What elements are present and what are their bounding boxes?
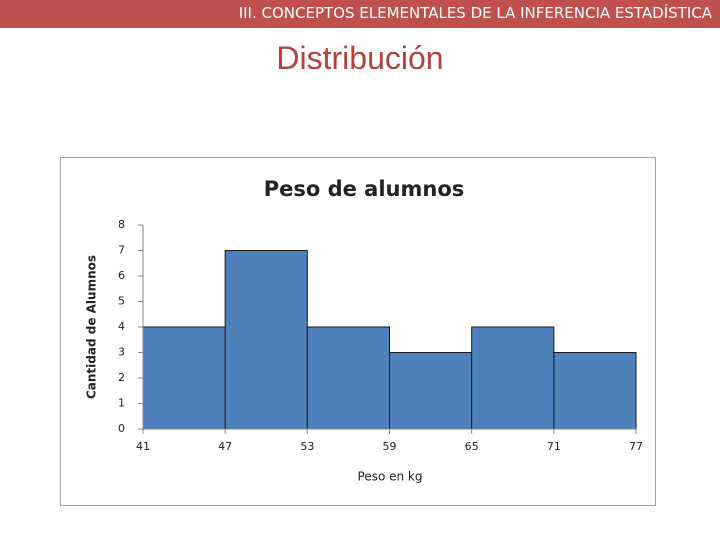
header-bar: III. CONCEPTOS ELEMENTALES DE LA INFEREN… xyxy=(0,0,720,28)
y-axis-label: Cantidad de Alumnos xyxy=(85,255,99,399)
header-title: III. CONCEPTOS ELEMENTALES DE LA INFEREN… xyxy=(238,4,712,22)
x-tick-label: 59 xyxy=(383,440,397,453)
bar xyxy=(306,326,391,430)
y-tick-label: 3 xyxy=(118,346,125,359)
y-tick-label: 7 xyxy=(118,244,125,257)
slide-title: Distribución xyxy=(276,40,444,76)
x-tick-label: 53 xyxy=(300,440,314,453)
bar xyxy=(389,352,473,430)
y-tick-label: 8 xyxy=(118,218,125,231)
chart-title: Peso de alumnos xyxy=(264,177,465,201)
y-tick-label: 4 xyxy=(118,320,125,333)
bar xyxy=(553,352,637,430)
y-tick-label: 2 xyxy=(118,371,125,384)
bar xyxy=(471,326,555,430)
x-axis-label: Peso en kg xyxy=(358,470,423,484)
x-tick-label: 47 xyxy=(218,440,232,453)
y-tick-label: 1 xyxy=(118,397,125,410)
bar xyxy=(224,250,308,430)
y-tick-label: 6 xyxy=(118,269,125,282)
x-tick-label: 41 xyxy=(136,440,150,453)
y-tick-label: 0 xyxy=(118,422,125,435)
bar xyxy=(142,326,226,430)
x-tick-label: 71 xyxy=(547,440,561,453)
x-tick-label: 77 xyxy=(629,440,643,453)
y-tick-label: 5 xyxy=(118,295,125,308)
x-tick-label: 65 xyxy=(465,440,479,453)
